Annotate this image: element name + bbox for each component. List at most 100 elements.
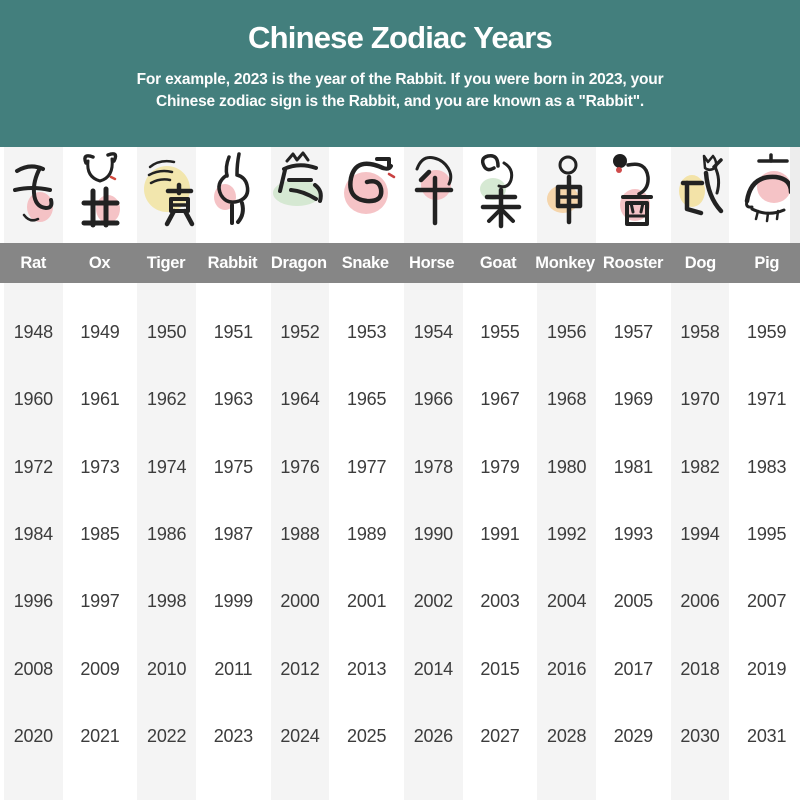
page-title: Chinese Zodiac Years xyxy=(248,20,553,55)
year-cell: 2010 xyxy=(147,658,187,679)
rabbit-icon-cell xyxy=(204,147,263,243)
year-cell: 2023 xyxy=(213,725,253,746)
header-banner: Chinese Zodiac Years For example, 2023 i… xyxy=(0,0,800,147)
year-cell: 1980 xyxy=(547,456,587,477)
monkey-zodiac-icon xyxy=(546,155,582,225)
year-cell: 2026 xyxy=(413,725,453,746)
snake-zodiac-icon xyxy=(343,157,395,214)
dragon-icon-cell xyxy=(271,147,330,243)
year-cell: 1960 xyxy=(13,389,53,410)
rooster-zodiac-icon xyxy=(613,154,654,226)
year-cell: 1948 xyxy=(13,322,53,343)
year-cell: 1994 xyxy=(680,523,720,544)
rat-zodiac-icon xyxy=(13,164,54,222)
year-cell: 1954 xyxy=(413,322,453,343)
animal-name-bar: Rat Ox Tiger Rabbit Dragon Snake Horse Goat Monk… xyxy=(0,243,800,283)
year-cell: 1992 xyxy=(547,523,587,544)
year-cell: 1963 xyxy=(213,389,253,410)
year-cell: 1990 xyxy=(413,523,453,544)
year-cell: 2009 xyxy=(80,658,120,679)
subtitle: For example, 2023 is the year of the Rab… xyxy=(0,69,800,114)
dog-icon-cell xyxy=(671,147,730,243)
year-cell: 1949 xyxy=(80,322,120,343)
year-cell: 1983 xyxy=(747,456,787,477)
year-cell: 1979 xyxy=(480,456,520,477)
zodiac-year-table: 1948 1960 1972 1984 1996 2008 2020 1949 1961 1973… xyxy=(0,147,800,800)
year-cell: 2021 xyxy=(80,725,120,746)
year-cell: 1971 xyxy=(747,389,787,410)
dragon-zodiac-icon xyxy=(272,151,323,206)
year-cell: 2029 xyxy=(613,725,653,746)
year-cell: 1962 xyxy=(147,389,187,410)
pig-years: 1959 1971 1983 1995 2007 2019 2031 xyxy=(737,283,796,800)
year-cell: 2005 xyxy=(613,591,653,612)
subtitle-line-2: Chinese zodiac sign is the Rabbit, and y… xyxy=(156,93,644,111)
year-cell: 2028 xyxy=(547,725,587,746)
monkey-icon-cell xyxy=(537,147,596,243)
year-cell: 1974 xyxy=(147,456,187,477)
year-cell: 2025 xyxy=(347,725,387,746)
column-label-dragon: Dragon xyxy=(270,253,327,272)
year-cell: 1957 xyxy=(613,322,653,343)
rooster-years: 1957 1969 1981 1993 2005 2017 2029 xyxy=(604,283,663,800)
year-cell: 2020 xyxy=(13,725,53,746)
column-label-ox: Ox xyxy=(88,253,111,272)
year-cell: 2003 xyxy=(480,591,520,612)
year-cell: 1955 xyxy=(480,322,520,343)
zodiac-column-horse: 1954 1966 1978 1990 2002 2014 2026 xyxy=(404,147,463,800)
rabbit-zodiac-icon xyxy=(214,152,250,225)
year-cell: 1991 xyxy=(480,523,520,544)
year-cell: 1996 xyxy=(13,591,53,612)
year-cell: 1997 xyxy=(80,591,120,612)
tiger-zodiac-icon xyxy=(143,159,194,227)
year-cell: 2019 xyxy=(747,658,787,679)
goat-years: 1955 1967 1979 1991 2003 2015 2027 xyxy=(471,283,530,800)
year-cell: 1981 xyxy=(613,456,653,477)
column-label-tiger: Tiger xyxy=(146,253,186,272)
year-cell: 2006 xyxy=(680,591,720,612)
monkey-years: 1956 1968 1980 1992 2004 2016 2028 xyxy=(537,283,596,800)
column-label-rabbit: Rabbit xyxy=(207,253,258,272)
year-cell: 1986 xyxy=(147,523,187,544)
rat-icon-cell xyxy=(4,147,63,243)
snake-icon-cell xyxy=(337,147,396,243)
tiger-years: 1950 1962 1974 1986 1998 2010 2022 xyxy=(137,283,196,800)
column-label-goat: Goat xyxy=(479,253,517,272)
subtitle-line-1: For example, 2023 is the year of the Rab… xyxy=(136,71,664,88)
year-cell: 2016 xyxy=(547,658,587,679)
year-cell: 2031 xyxy=(747,725,787,746)
year-cell: 1975 xyxy=(213,456,253,477)
year-cell: 2013 xyxy=(347,658,387,679)
year-cell: 1984 xyxy=(13,523,53,544)
year-cell: 2030 xyxy=(680,725,720,746)
ox-zodiac-icon xyxy=(81,152,120,228)
column-label-dog: Dog xyxy=(684,253,716,272)
pig-zodiac-icon xyxy=(744,153,793,223)
year-cell: 1952 xyxy=(280,322,320,343)
pig-icon-cell xyxy=(737,147,796,243)
year-cell: 1987 xyxy=(213,523,253,544)
horse-years: 1954 1966 1978 1990 2002 2014 2026 xyxy=(404,283,463,800)
year-cell: 2011 xyxy=(214,658,253,679)
rooster-icon-cell xyxy=(604,147,663,243)
year-cell: 1964 xyxy=(280,389,320,410)
year-cell: 1966 xyxy=(413,389,453,410)
rat-years: 1948 1960 1972 1984 1996 2008 2020 xyxy=(4,283,63,800)
year-cell: 1972 xyxy=(13,456,53,477)
year-cell: 2027 xyxy=(480,725,520,746)
year-cell: 2004 xyxy=(547,591,587,612)
snake-years: 1953 1965 1977 1989 2001 2013 2025 xyxy=(337,283,396,800)
year-cell: 1970 xyxy=(680,389,720,410)
year-cell: 1989 xyxy=(347,523,387,544)
tiger-icon-cell xyxy=(137,147,196,243)
year-cell: 1969 xyxy=(613,389,653,410)
year-cell: 2018 xyxy=(680,658,720,679)
year-cell: 2000 xyxy=(280,591,320,612)
year-cell: 2024 xyxy=(280,725,320,746)
column-label-rooster: Rooster xyxy=(602,253,664,272)
ox-years: 1949 1961 1973 1985 1997 2009 2021 xyxy=(71,283,130,800)
column-label-monkey: Monkey xyxy=(535,253,595,272)
rabbit-years: 1951 1963 1975 1987 1999 2011 2023 xyxy=(204,283,263,800)
cropped-edge-stripe xyxy=(790,147,800,243)
